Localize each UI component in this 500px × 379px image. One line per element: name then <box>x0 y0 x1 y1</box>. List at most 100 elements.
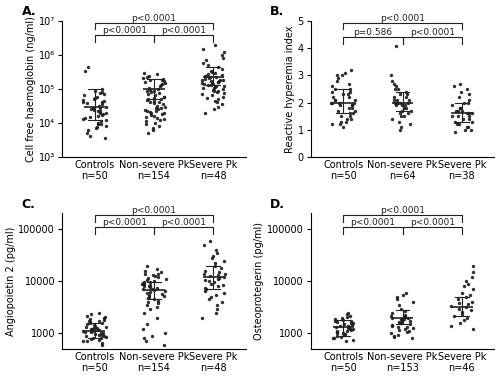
Point <box>450 313 458 319</box>
Point <box>398 102 406 108</box>
Point <box>328 100 336 106</box>
Point <box>458 310 466 316</box>
Point <box>206 296 214 302</box>
Point <box>95 310 103 316</box>
Point <box>464 124 472 130</box>
Point <box>89 105 97 111</box>
Point <box>88 335 96 341</box>
Point <box>154 271 162 277</box>
Point <box>454 300 462 306</box>
Point <box>201 285 209 291</box>
Point <box>468 110 475 116</box>
Point <box>350 326 358 332</box>
Point <box>396 100 404 106</box>
Point <box>343 327 351 334</box>
Point <box>86 319 94 325</box>
Point <box>102 324 110 330</box>
Point <box>220 274 228 280</box>
Point <box>209 80 217 86</box>
Point <box>158 81 166 87</box>
Point <box>336 102 344 108</box>
Point <box>150 273 158 279</box>
Point <box>84 127 92 133</box>
Point <box>346 86 354 92</box>
Point <box>146 279 154 285</box>
Point <box>214 276 222 282</box>
Point <box>335 100 343 106</box>
Text: p<0.0001: p<0.0001 <box>102 26 147 35</box>
Point <box>208 280 216 287</box>
Point <box>404 100 412 106</box>
Point <box>410 325 418 331</box>
Point <box>390 97 398 103</box>
Point <box>84 64 92 70</box>
Point <box>348 110 356 116</box>
Point <box>90 322 98 328</box>
Point <box>146 99 154 105</box>
Point <box>464 301 472 307</box>
Point <box>209 254 217 260</box>
Text: p=0.586: p=0.586 <box>354 28 393 38</box>
Point <box>142 321 150 327</box>
Point <box>98 112 106 118</box>
Point <box>83 130 91 136</box>
Point <box>93 327 101 333</box>
Point <box>218 94 226 100</box>
Point <box>144 88 152 94</box>
Text: p<0.0001: p<0.0001 <box>350 218 396 227</box>
Point <box>340 332 347 338</box>
Point <box>138 280 146 287</box>
Point <box>457 89 465 95</box>
Point <box>452 129 460 135</box>
Point <box>333 329 341 335</box>
Point <box>98 340 106 346</box>
Point <box>393 100 401 106</box>
Point <box>150 92 158 99</box>
Point <box>208 255 216 261</box>
Point <box>98 332 106 338</box>
Point <box>198 46 206 52</box>
Point <box>406 321 414 327</box>
Point <box>152 315 160 321</box>
Point <box>150 287 158 293</box>
Point <box>142 114 150 120</box>
Point <box>397 320 405 326</box>
Point <box>214 88 222 94</box>
Point <box>218 52 226 58</box>
Point <box>200 81 207 87</box>
Point <box>138 286 146 292</box>
Point <box>336 121 344 127</box>
Point <box>344 105 352 111</box>
Point <box>140 70 148 76</box>
Point <box>206 273 214 279</box>
Point <box>212 83 220 89</box>
Point <box>350 100 358 106</box>
Point <box>468 269 476 275</box>
Point <box>218 299 226 305</box>
Point <box>348 102 356 108</box>
Point <box>205 75 213 81</box>
Point <box>338 72 346 78</box>
Point <box>86 114 94 120</box>
Point <box>466 116 473 122</box>
Point <box>402 91 410 97</box>
Point <box>332 333 340 339</box>
Y-axis label: Reactive hyperemia index: Reactive hyperemia index <box>284 25 294 153</box>
Point <box>397 124 405 130</box>
Point <box>146 305 154 312</box>
Point <box>94 120 102 126</box>
Point <box>400 113 408 119</box>
Point <box>463 124 471 130</box>
Point <box>90 96 98 102</box>
Point <box>331 86 339 92</box>
Point <box>402 314 409 320</box>
Point <box>98 89 106 95</box>
Point <box>464 100 471 106</box>
Point <box>205 278 213 284</box>
Point <box>202 286 209 292</box>
Point <box>154 300 162 306</box>
Point <box>206 74 214 80</box>
Point <box>405 328 413 334</box>
Point <box>470 263 478 269</box>
Point <box>204 62 212 68</box>
